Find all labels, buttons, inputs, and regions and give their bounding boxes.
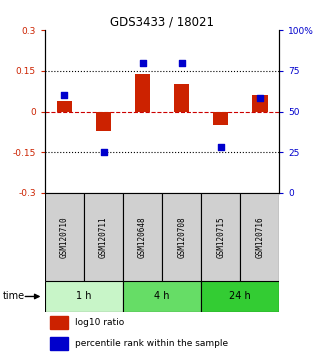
Bar xyxy=(201,193,240,281)
Text: time: time xyxy=(3,291,25,302)
Text: log10 ratio: log10 ratio xyxy=(75,318,125,327)
Bar xyxy=(162,193,201,281)
Bar xyxy=(84,193,123,281)
Bar xyxy=(201,281,279,312)
Title: GDS3433 / 18021: GDS3433 / 18021 xyxy=(110,16,214,29)
Bar xyxy=(174,84,189,112)
Text: GSM120710: GSM120710 xyxy=(60,216,69,258)
Text: 4 h: 4 h xyxy=(154,291,170,302)
Bar xyxy=(50,337,68,350)
Text: GSM120715: GSM120715 xyxy=(216,216,225,258)
Point xyxy=(179,60,184,65)
Bar xyxy=(123,193,162,281)
Bar xyxy=(135,74,150,112)
Bar xyxy=(50,316,68,329)
Point xyxy=(101,149,106,155)
Point xyxy=(62,92,67,98)
Bar xyxy=(96,112,111,131)
Bar xyxy=(45,281,123,312)
Bar xyxy=(123,281,201,312)
Text: GSM120711: GSM120711 xyxy=(99,216,108,258)
Bar xyxy=(213,112,229,125)
Bar xyxy=(240,193,279,281)
Point xyxy=(257,96,262,101)
Point xyxy=(218,144,223,150)
Bar xyxy=(45,193,84,281)
Bar xyxy=(56,101,72,112)
Point xyxy=(140,60,145,65)
Bar xyxy=(252,95,267,112)
Text: 1 h: 1 h xyxy=(76,291,92,302)
Text: GSM120648: GSM120648 xyxy=(138,216,147,258)
Text: 24 h: 24 h xyxy=(229,291,251,302)
Text: GSM120716: GSM120716 xyxy=(255,216,264,258)
Text: GSM120708: GSM120708 xyxy=(177,216,186,258)
Text: percentile rank within the sample: percentile rank within the sample xyxy=(75,339,229,348)
